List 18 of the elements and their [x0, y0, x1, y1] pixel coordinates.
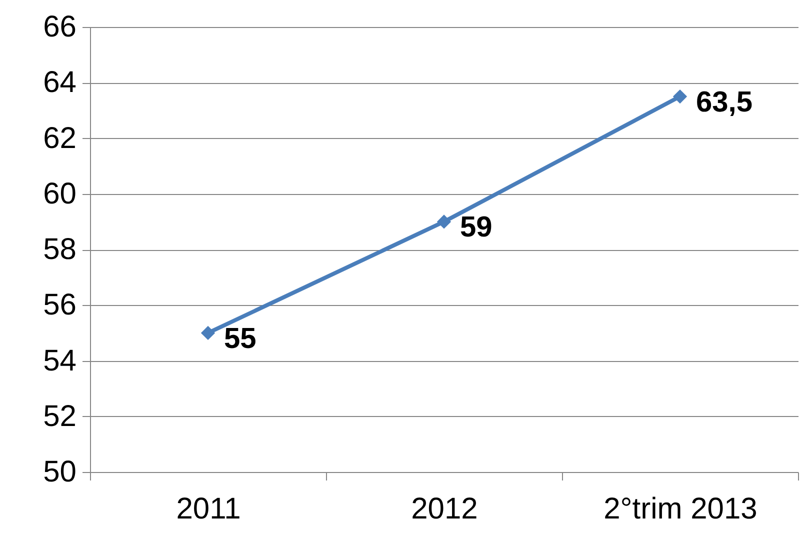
y-tick-label: 58 [43, 233, 76, 266]
point [436, 214, 452, 229]
point [200, 326, 216, 340]
y-tick-label: 60 [43, 177, 76, 210]
y-tick-label: 54 [43, 344, 76, 378]
y-tick-label: 50 [43, 456, 76, 488]
point [672, 89, 688, 104]
y-tick-label: 52 [43, 400, 76, 433]
x-tick-label: 2012 [411, 492, 478, 526]
x-tick-label: 2°trim 2013 [604, 492, 758, 526]
y-tick-label: 66 [43, 10, 76, 44]
y-tick-label: 62 [43, 122, 76, 155]
y-tick-label: 64 [43, 66, 76, 100]
data-label: 63,5 [696, 86, 752, 119]
data-label: 55 [224, 322, 256, 355]
x-tick-label: 2011 [176, 492, 241, 526]
data-label: 59 [460, 212, 492, 244]
y-tick-label: 56 [43, 288, 76, 322]
